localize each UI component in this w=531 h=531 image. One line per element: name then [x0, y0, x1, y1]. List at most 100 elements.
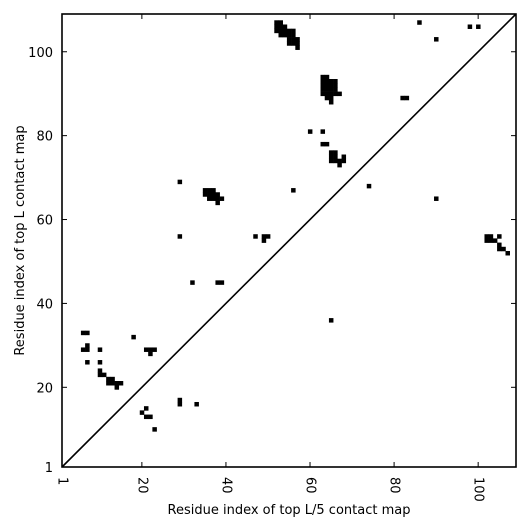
contact-point: [106, 376, 111, 382]
contact-point: [253, 234, 258, 239]
contact-point: [333, 150, 338, 155]
contact-point: [139, 410, 145, 415]
diagonal-line: [61, 13, 517, 468]
contact-point: [207, 196, 212, 201]
contact-point: [177, 401, 183, 407]
contact-point: [177, 397, 183, 403]
contact-point: [341, 158, 347, 164]
contact-point: [295, 41, 300, 46]
contact-point: [274, 24, 279, 29]
y-tick-label: 40: [36, 297, 53, 312]
contact-point: [291, 188, 296, 193]
contact-point: [333, 91, 338, 97]
contact-point: [488, 238, 494, 243]
contact-point: [215, 200, 220, 206]
contact-point: [278, 28, 283, 34]
contact-point: [85, 343, 90, 348]
contact-point: [97, 368, 103, 373]
contact-point: [152, 347, 157, 352]
contact-point: [328, 150, 334, 155]
contact-point: [131, 334, 136, 340]
contact-point: [484, 238, 489, 243]
contact-point: [265, 234, 271, 239]
contact-point: [101, 372, 107, 378]
contact-point: [320, 129, 326, 134]
contact-point: [286, 32, 292, 38]
x-tick-label: 20: [134, 477, 149, 494]
contact-point: [219, 280, 225, 285]
contact-point: [148, 347, 153, 352]
contact-point: [324, 87, 330, 92]
contact-point: [152, 427, 157, 432]
contact-point: [261, 234, 267, 239]
contact-point: [320, 83, 326, 88]
y-tick-label: 60: [36, 214, 53, 229]
contact-point: [434, 196, 439, 201]
contact-point: [85, 347, 90, 352]
contact-point: [110, 381, 115, 386]
y-tick-label: 20: [36, 381, 53, 396]
contact-point: [320, 87, 326, 92]
contact-point: [286, 37, 292, 42]
contact-point: [97, 360, 103, 365]
contact-point: [274, 28, 279, 34]
contact-point: [80, 330, 86, 336]
contact-point: [202, 188, 208, 193]
contact-point: [177, 234, 183, 239]
contact-point: [148, 414, 153, 420]
contact-point: [476, 24, 481, 29]
contact-point: [278, 20, 283, 25]
contact-point: [497, 234, 502, 239]
contact-point: [261, 238, 267, 243]
y-axis-ticks: 1 20 40 60 80 100: [28, 46, 516, 476]
contact-point: [278, 24, 283, 29]
contact-point: [497, 246, 502, 252]
contact-point: [278, 32, 283, 38]
contact-point: [143, 347, 149, 352]
contact-point: [118, 381, 124, 386]
contact-point: [143, 414, 149, 420]
contact-point: [143, 406, 149, 411]
contact-point: [286, 28, 292, 34]
contact-point: [291, 41, 296, 46]
contact-point: [497, 242, 502, 248]
contact-point: [291, 37, 296, 42]
contact-point: [194, 401, 199, 407]
contact-point: [328, 154, 334, 159]
contact-point: [328, 318, 334, 323]
contact-point: [328, 91, 334, 97]
contact-point: [320, 74, 326, 80]
contact-point: [434, 37, 439, 42]
contact-point: [366, 183, 372, 189]
contact-point: [328, 95, 334, 101]
contact-point: [291, 28, 296, 34]
x-axis-label: Residue index of top L/5 contact map: [168, 503, 411, 518]
contact-point: [505, 250, 510, 256]
contact-point: [341, 154, 347, 159]
x-tick-label: 40: [218, 477, 233, 494]
contact-point: [295, 45, 300, 50]
y-tick-label: 1: [45, 461, 53, 476]
contact-point: [148, 351, 153, 357]
contact-point: [324, 91, 330, 97]
contact-point: [114, 381, 120, 386]
contact-point: [488, 234, 494, 239]
contact-point: [337, 158, 342, 164]
contact-point: [320, 141, 326, 147]
contact-point: [215, 196, 220, 201]
contact-point: [337, 91, 342, 97]
contact-point: [219, 196, 225, 201]
contact-point: [97, 372, 103, 378]
contact-point: [328, 79, 334, 84]
contact-point: [324, 83, 330, 88]
x-tick-label: 60: [303, 477, 318, 494]
contact-point: [417, 20, 422, 25]
contact-point: [282, 28, 288, 34]
contact-point: [484, 234, 489, 239]
x-tick-label: 1: [55, 477, 70, 485]
contact-point: [492, 238, 498, 243]
contact-point: [177, 179, 183, 185]
contact-point: [333, 154, 338, 159]
contact-point: [324, 74, 330, 80]
contact-point: [333, 79, 338, 84]
